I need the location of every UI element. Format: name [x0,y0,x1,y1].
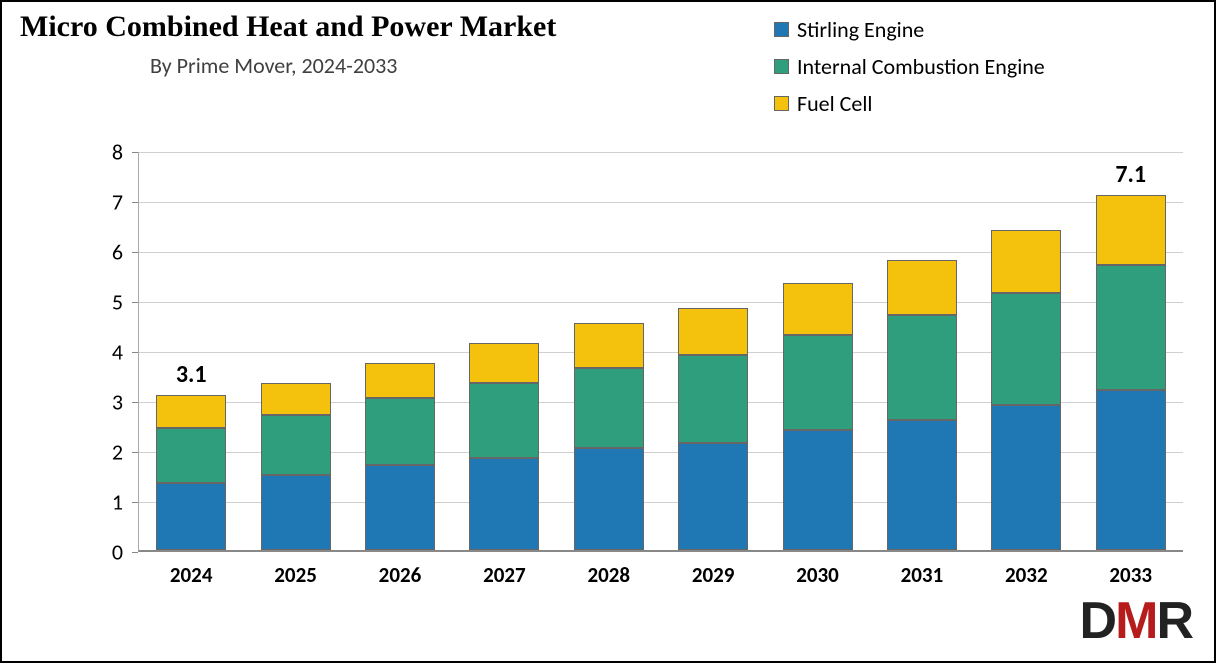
bar-segment [678,443,748,551]
bar-segment [678,308,748,356]
legend-label: Stirling Engine [797,16,924,43]
bar-segment [1096,390,1166,550]
bar-group: 20243.1 [156,395,226,550]
x-tick-label: 2033 [1109,562,1152,588]
y-tick-label: 0 [98,539,123,566]
legend-item: Stirling Engine [774,16,1144,43]
bar-segment [156,395,226,428]
y-tick-label: 1 [98,489,123,516]
legend-swatch [774,96,789,111]
header: Micro Combined Heat and Power Market By … [20,10,556,79]
bar-group: 20337.1 [1096,195,1166,550]
bar-segment [156,483,226,551]
x-tick-label: 2028 [587,562,630,588]
bar-segment [574,448,644,551]
x-tick-label: 2029 [692,562,735,588]
bar-segment [365,398,435,466]
bar-group: 2026 [365,363,435,551]
bar-group: 2030 [783,283,853,551]
bar-segment [1096,265,1166,390]
bar-segment [678,355,748,443]
legend-swatch [774,59,789,74]
chart-area: 012345678 20243.120252026202720282029203… [98,152,1183,582]
y-tick-label: 8 [98,139,123,166]
logo-letter: R [1156,592,1192,650]
y-tick-label: 4 [98,339,123,366]
bar-group: 2027 [469,343,539,551]
legend-item: Fuel Cell [774,90,1144,117]
bar-segment [365,465,435,550]
bar-segment [156,428,226,483]
bar-segment [783,283,853,336]
legend-label: Fuel Cell [797,90,872,117]
bar-group: 2025 [261,383,331,551]
bar-group: 2032 [991,230,1061,550]
bar-segment [469,458,539,551]
bar-segment [574,368,644,448]
bar-group: 2028 [574,323,644,551]
x-tick-label: 2031 [901,562,944,588]
x-tick-label: 2025 [274,562,317,588]
bar-segment [783,430,853,550]
bar-segment [783,335,853,430]
legend-swatch [774,22,789,37]
logo-letter: D [1080,592,1116,650]
bar-segment [261,475,331,550]
x-tick-label: 2027 [483,562,526,588]
plot-area: 20243.1 2025 2026 2027 2028 2029 2030 2031 2032 2… [138,152,1183,552]
legend-item: Internal Combustion Engine [774,53,1144,80]
bar-group: 2029 [678,308,748,551]
x-tick-label: 2026 [379,562,422,588]
bar-segment [469,343,539,383]
data-label: 7.1 [1115,160,1146,189]
data-label: 3.1 [176,360,207,389]
bar-segment [574,323,644,368]
x-tick-label: 2024 [170,562,213,588]
chart-subtitle: By Prime Mover, 2024-2033 [150,52,556,79]
bar-segment [1096,195,1166,265]
legend-label: Internal Combustion Engine [797,53,1045,80]
bar-segment [469,383,539,458]
y-tick-label: 2 [98,439,123,466]
bar-segment [887,315,957,420]
logo-letter: M [1115,592,1156,650]
chart-title: Micro Combined Heat and Power Market [20,10,556,44]
x-tick-label: 2030 [796,562,839,588]
bars-container: 20243.1 2025 2026 2027 2028 2029 2030 2031 2032 2… [139,152,1183,550]
y-tick-label: 7 [98,189,123,216]
bar-segment [261,415,331,475]
logo: DMR [1080,591,1192,651]
x-tick-label: 2032 [1005,562,1048,588]
bar-segment [887,420,957,550]
bar-segment [887,260,957,315]
bar-segment [365,363,435,398]
y-tick-label: 5 [98,289,123,316]
bar-segment [991,293,1061,406]
bar-segment [991,230,1061,293]
bar-segment [991,405,1061,550]
bar-group: 2031 [887,260,957,550]
y-tick-label: 6 [98,239,123,266]
y-tick-mark [132,552,138,553]
y-tick-label: 3 [98,389,123,416]
legend: Stirling Engine Internal Combustion Engin… [774,16,1144,127]
bar-segment [261,383,331,416]
